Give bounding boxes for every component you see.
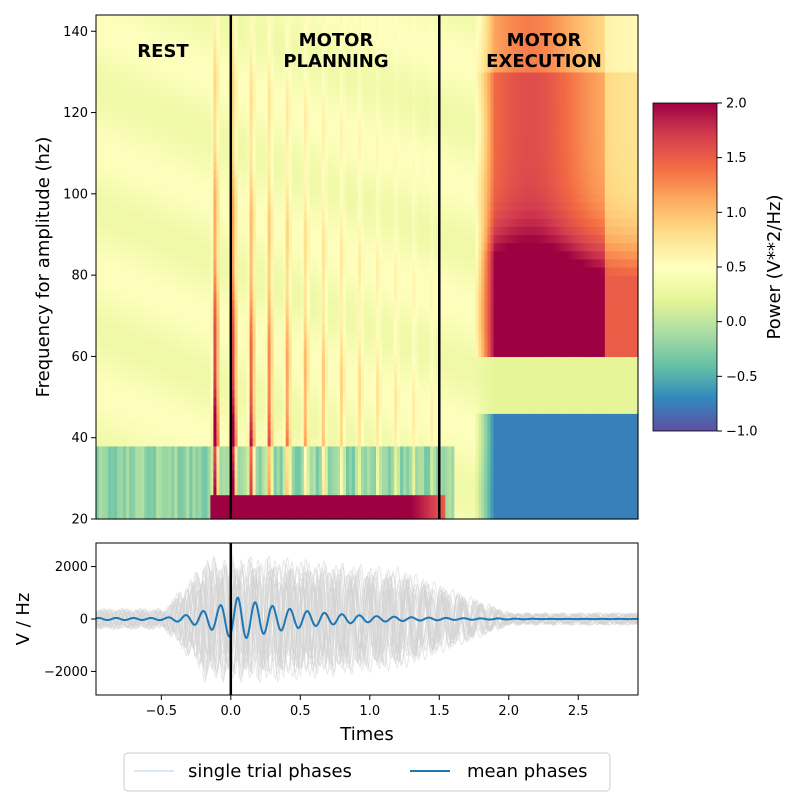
colorbar-tick-label-4: 1.0 — [726, 206, 747, 221]
colorbar-tick-label-1: −0.5 — [726, 370, 758, 385]
colorbar-tick-label-2: 0.0 — [726, 315, 747, 330]
line-y-ticks: −2000 0 2000 — [44, 560, 96, 680]
mean-phases-line — [96, 596, 638, 639]
line-ytick-label-2: 2000 — [55, 560, 88, 575]
line-xtick-label-0: −0.5 — [146, 704, 178, 719]
line-ytick-label-1: 0 — [80, 613, 88, 628]
heatmap-ytick-label-2: 60 — [71, 350, 88, 365]
legend-box — [123, 752, 611, 792]
colorbar-tick-label-6: 2.0 — [726, 97, 747, 112]
line-ytick-label-0: −2000 — [44, 665, 88, 680]
heatmap-ytick-label-6: 140 — [63, 25, 88, 40]
colorbar-ticks: −1.0 −0.5 0.0 0.5 1.0 1.5 2.0 — [717, 97, 758, 440]
line-y-label: V / Hz — [13, 593, 34, 646]
line-x-ticks: −0.5 0.0 0.5 1.0 1.5 2.0 2.5 — [146, 695, 589, 719]
annotation-rest: REST — [137, 41, 189, 62]
single-trial-trace-23 — [96, 565, 638, 673]
line-xtick-label-2: 0.5 — [290, 704, 311, 719]
colorbar — [652, 102, 718, 432]
legend: single trial phases mean phases — [123, 752, 611, 792]
single-trial-trace-14 — [96, 583, 638, 655]
heatmap-y-ticks: 20 40 60 80 100 120 140 — [63, 25, 96, 528]
line-xtick-label-4: 1.5 — [429, 704, 450, 719]
line-xtick-label-3: 1.0 — [359, 704, 380, 719]
heatmap-y-label: Frequency for amplitude (hz) — [33, 137, 54, 398]
colorbar-tick-label-3: 0.5 — [726, 261, 747, 276]
colorbar-tick-label-0: −1.0 — [726, 425, 758, 440]
heatmap-vlines — [229, 15, 441, 519]
heatmap-ytick-label-0: 20 — [71, 513, 88, 528]
line-x-label: Times — [339, 724, 393, 745]
annotation-motor-planning: MOTOR PLANNING — [283, 30, 388, 72]
single-trial-trace-22 — [96, 562, 638, 676]
heatmap-ytick-label-4: 100 — [63, 187, 88, 202]
legend-label-single-trial: single trial phases — [188, 761, 352, 782]
line-xtick-label-5: 2.0 — [498, 704, 519, 719]
single-trial-trace-20 — [96, 567, 638, 671]
heatmap-ytick-label-1: 40 — [71, 431, 88, 446]
legend-label-mean: mean phases — [467, 761, 587, 782]
heatmap-frame — [95, 14, 639, 520]
colorbar-label: Power (V**2/Hz) — [764, 194, 785, 339]
annotation-motor-execution: MOTOR EXECUTION — [486, 30, 602, 72]
single-trial-traces — [96, 554, 638, 684]
line-xtick-label-1: 0.0 — [220, 704, 241, 719]
heatmap-cells — [96, 15, 639, 520]
heatmap-ytick-label-3: 80 — [71, 269, 88, 284]
line-xtick-label-6: 2.5 — [568, 704, 589, 719]
heatmap-ytick-label-5: 120 — [63, 106, 88, 121]
colorbar-tick-label-5: 1.5 — [726, 151, 747, 166]
